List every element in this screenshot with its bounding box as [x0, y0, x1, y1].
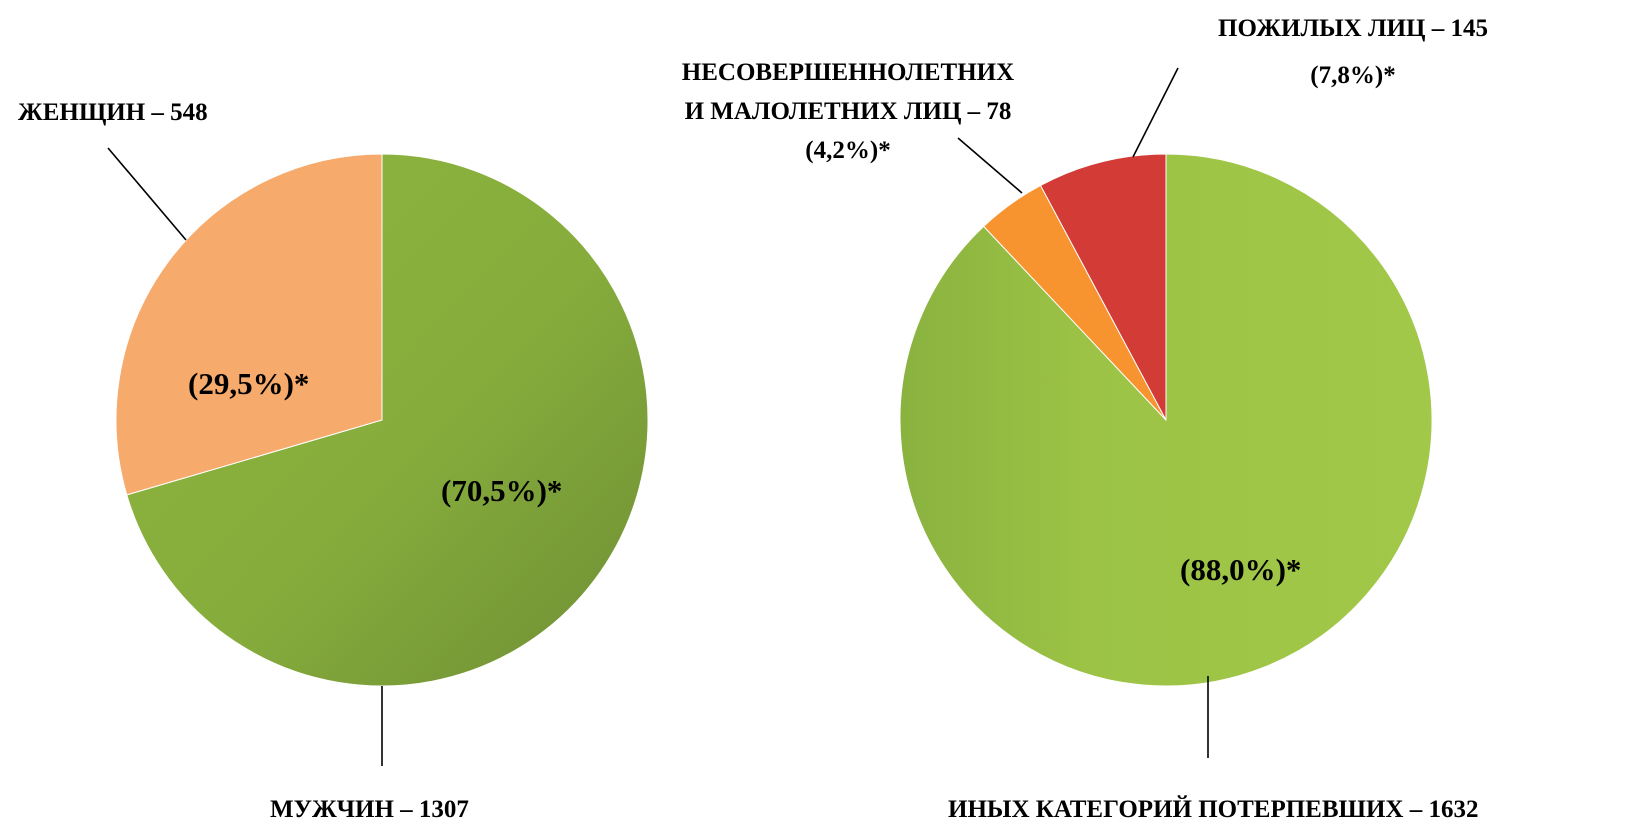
slice-label-men: МУЖЧИН – 1307 [270, 796, 469, 823]
pie-slice-elderly [1039, 153, 1167, 421]
slice-label-elderly-line1: ПОЖИЛЫХ ЛИЦ – 145 [1218, 15, 1488, 42]
slice-label-women: ЖЕНЩИН – 548 [18, 99, 208, 126]
slice-percent-other: (88,0%)* [1180, 552, 1301, 587]
slice-label-minors-percent: (4,2%)* [805, 137, 890, 164]
pie-slice-men [126, 153, 649, 687]
leader-line-elderly [1132, 67, 1179, 158]
leader-line-women [107, 147, 187, 241]
slice-percent-women: (29,5%)* [188, 366, 309, 401]
slice-label-minors-line2: И МАЛОЛЕТНИХ ЛИЦ – 78 [685, 98, 1012, 125]
slice-label-elderly-percent: (7,8%)* [1310, 62, 1395, 89]
slice-label-other: ИНЫХ КАТЕГОРИЙ ПОТЕРПЕВШИХ – 1632 [948, 795, 1478, 823]
slice-label-minors-line1: НЕСОВЕРШЕННОЛЕТНИХ [682, 59, 1014, 86]
slice-percent-men: (70,5%)* [441, 473, 562, 508]
pie-slice-women [115, 153, 383, 496]
leader-line-minors [957, 137, 1023, 194]
